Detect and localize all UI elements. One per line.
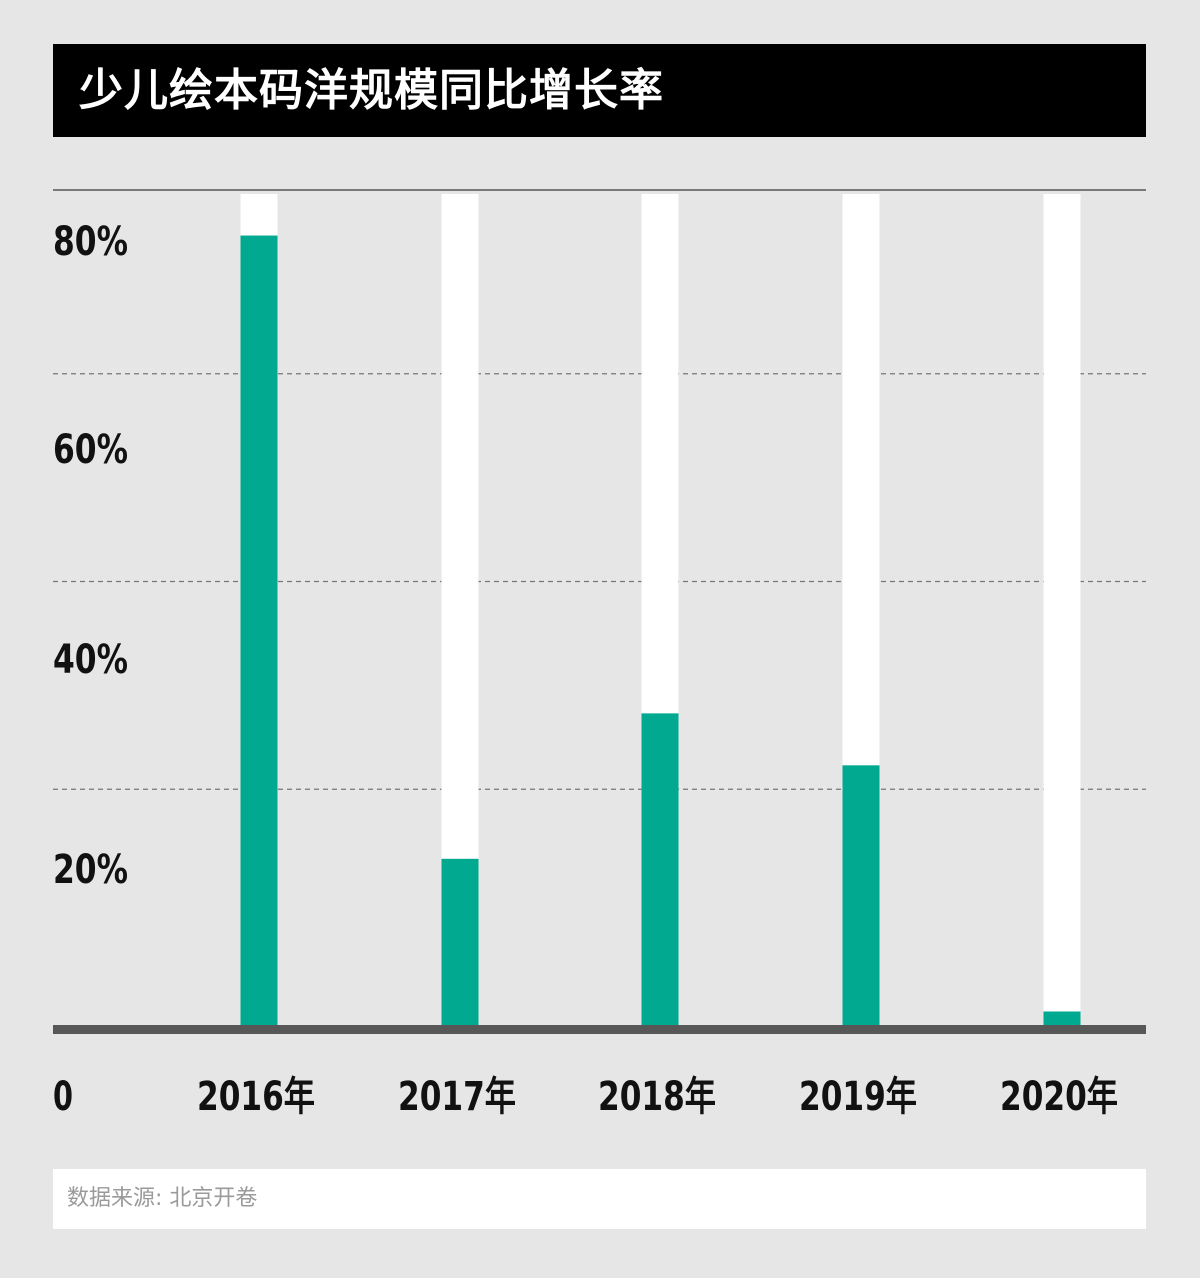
chart-title: 少儿绘本码洋规模同比增长率 xyxy=(79,65,664,116)
bar-0 xyxy=(240,235,278,1026)
bar-3 xyxy=(842,765,880,1025)
y-tick-label-80: 80% xyxy=(53,219,128,265)
x-tick-label-1: 2017年 xyxy=(398,1074,516,1120)
source-note: 数据来源: 北京开卷 xyxy=(67,1186,258,1211)
y-tick-label-60: 60% xyxy=(53,427,128,473)
bar-1 xyxy=(441,858,479,1025)
x-tick-label-4: 2020年 xyxy=(1000,1074,1118,1120)
x-tick-label-0: 2016年 xyxy=(197,1074,315,1120)
title-bar: 少儿绘本码洋规模同比增长率 xyxy=(53,44,1146,137)
x-axis-baseline xyxy=(53,1025,1146,1034)
y-tick-label-0: 0 xyxy=(53,1074,73,1120)
x-tick-label-3: 2019年 xyxy=(799,1074,917,1120)
bar-track-4 xyxy=(1043,194,1081,1025)
bar-2 xyxy=(641,713,679,1025)
y-tick-label-40: 40% xyxy=(53,637,128,683)
x-tick-label-2: 2018年 xyxy=(598,1074,716,1120)
bar-chart: 0 20% 40% 60% 80% 2016年 2017年 2018年 2019年 2020年 xyxy=(53,189,1146,1120)
y-tick-label-20: 20% xyxy=(53,847,128,893)
bar-4 xyxy=(1043,1011,1081,1025)
source-box: 数据来源: 北京开卷 xyxy=(53,1169,1146,1229)
